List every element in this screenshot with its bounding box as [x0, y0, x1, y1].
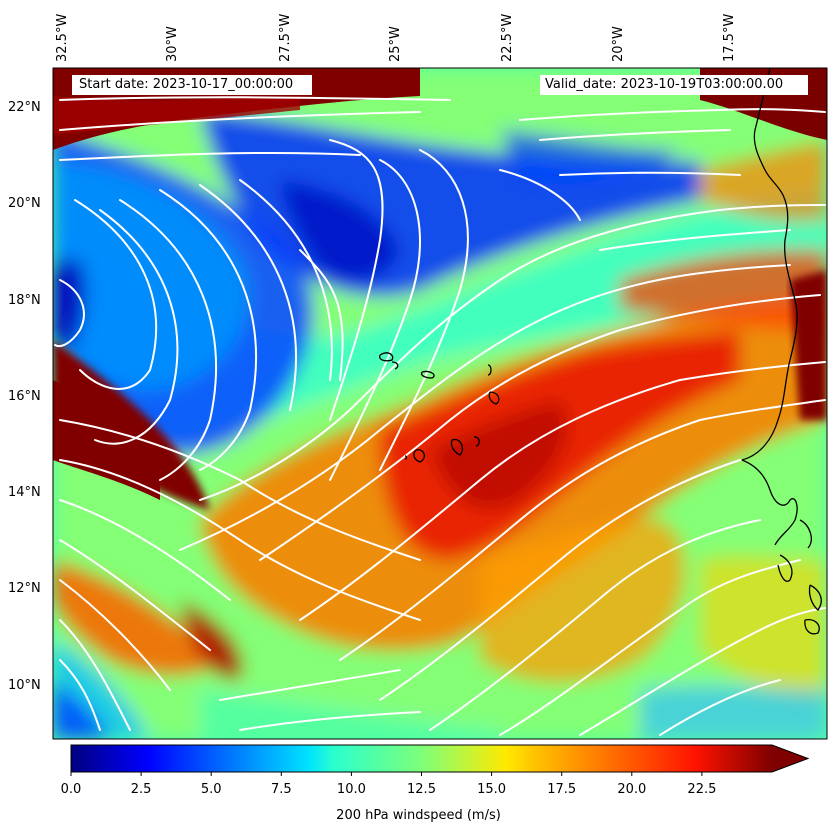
- map-frame: [52, 67, 828, 740]
- lon-label: 27.5°W: [278, 14, 293, 62]
- lon-label: 25°W: [388, 26, 403, 62]
- valid-date-label: Valid_date: 2023-10-19T03:00:00.00: [540, 75, 808, 95]
- colorbar-tick-label: 15.0: [477, 782, 506, 797]
- colorbar-tick-label: 10.0: [337, 782, 366, 797]
- lon-label: 20°W: [611, 26, 626, 62]
- colorbar-tick-label: 12.5: [407, 782, 436, 797]
- colorbar-tick-label: 22.5: [687, 782, 716, 797]
- lon-label: 22.5°W: [500, 14, 515, 62]
- colorbar-tick-label: 7.5: [271, 782, 292, 797]
- colorbar-tick-label: 5.0: [201, 782, 222, 797]
- colorbar-tick-label: 2.5: [131, 782, 152, 797]
- latitude-labels: 22°N 20°N 18°N 16°N 14°N 12°N 10°N: [8, 100, 41, 693]
- longitude-labels: 32.5°W 30°W 27.5°W 25°W 22.5°W 20°W 17.5…: [55, 14, 737, 62]
- colorbar-tick-label: 20.0: [617, 782, 646, 797]
- start-date-label: Start date: 2023-10-17_00:00:00: [72, 75, 312, 95]
- lat-label: 20°N: [8, 196, 41, 211]
- colorbar-ticks: 0.0 2.5 5.0 7.5 10.0 12.5 15.0 17.5 20.0 22.5: [61, 772, 716, 797]
- lon-label: 17.5°W: [722, 14, 737, 62]
- colorbar-title: 200 hPa windspeed (m/s): [336, 808, 501, 823]
- lon-label: 32.5°W: [55, 14, 70, 62]
- colorbar-tick-label: 17.5: [547, 782, 576, 797]
- colorbar-outline: [70, 744, 810, 773]
- colorbar-extend-arrow: [772, 745, 808, 772]
- lat-label: 12°N: [8, 581, 41, 596]
- lat-label: 18°N: [8, 293, 41, 308]
- lat-label: 14°N: [8, 485, 41, 500]
- lat-label: 22°N: [8, 100, 41, 115]
- colorbar: 0.0 2.5 5.0 7.5 10.0 12.5 15.0 17.5 20.0 22.5: [61, 744, 810, 797]
- lat-label: 16°N: [8, 389, 41, 404]
- colorbar-tick-label: 0.0: [61, 782, 82, 797]
- coastline: [379, 68, 822, 635]
- colorbar-gradient: [71, 745, 772, 772]
- lat-label: 10°N: [8, 678, 41, 693]
- streamlines: [54, 96, 826, 736]
- lon-label: 30°W: [165, 26, 180, 62]
